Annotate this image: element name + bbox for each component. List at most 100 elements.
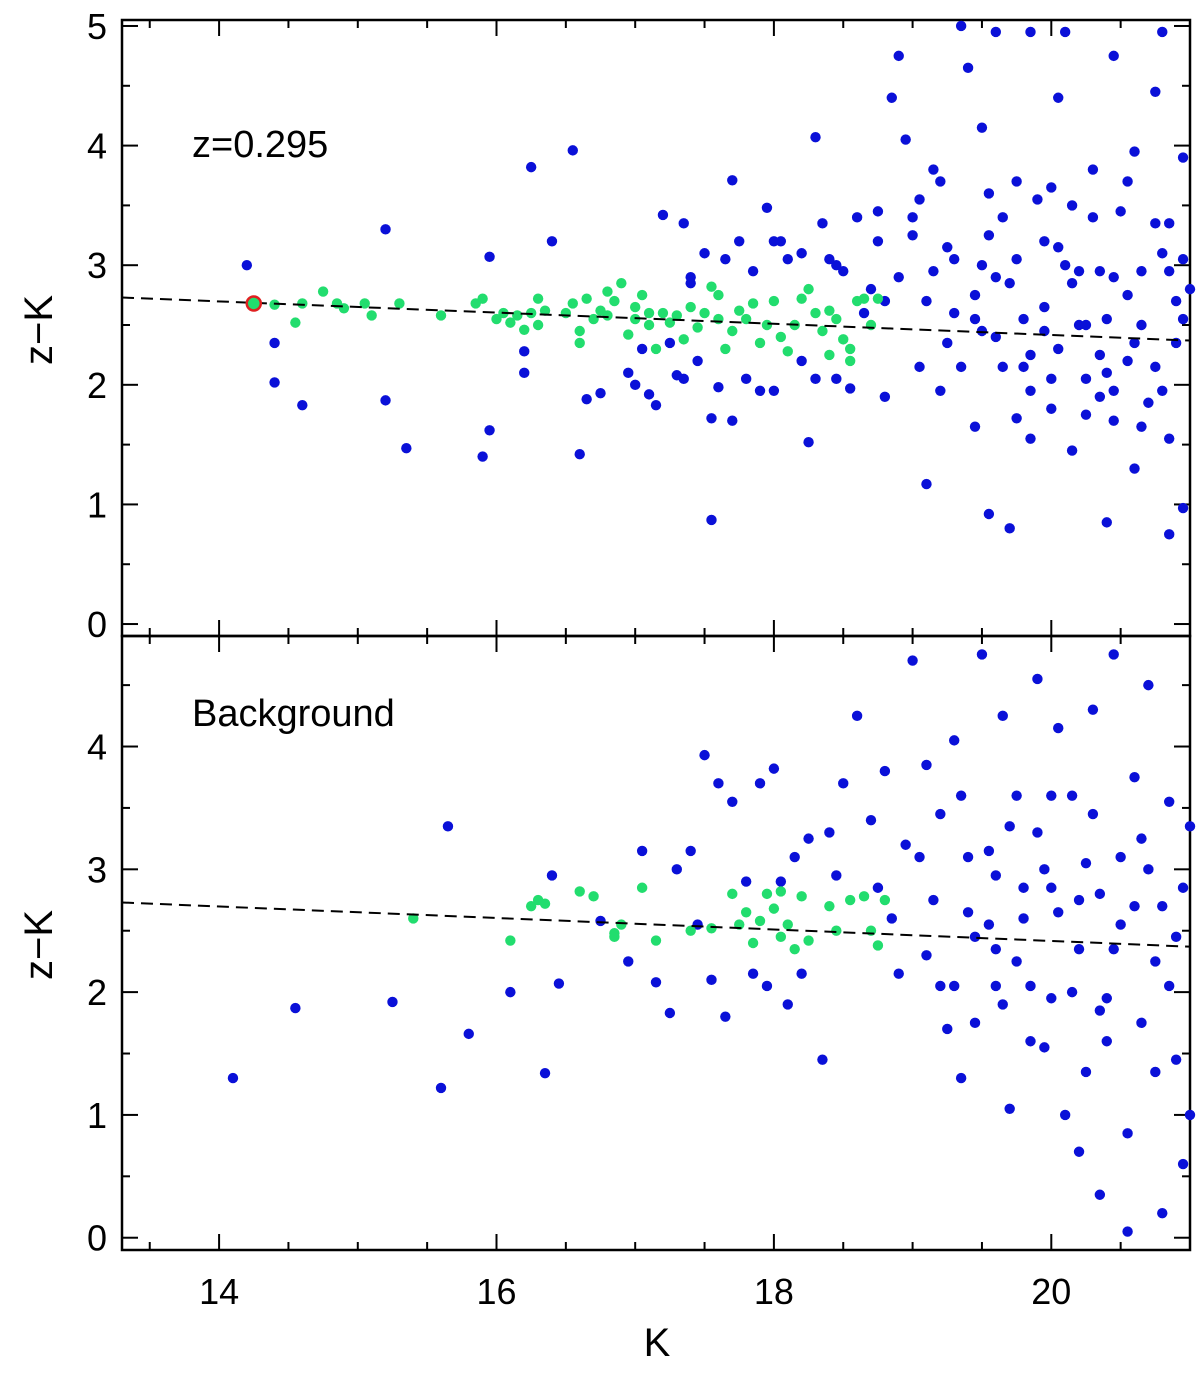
bottom-red-sequence-fit-line	[121, 901, 1191, 948]
bottom-data-point	[900, 839, 911, 850]
top-data-point	[858, 293, 870, 304]
bottom-data-point	[935, 980, 946, 992]
top-data-point	[921, 478, 932, 490]
top-data-point	[1094, 265, 1106, 277]
top-data-point	[740, 313, 752, 325]
bottom-data-point	[969, 1017, 981, 1029]
bottom-data-point	[671, 864, 683, 875]
top-data-point	[1066, 200, 1078, 211]
top-data-point	[858, 307, 870, 319]
bottom-data-point	[1059, 1109, 1071, 1121]
bottom-data-point	[650, 977, 662, 988]
top-data-point	[803, 283, 814, 295]
bottom-data-point	[1094, 888, 1106, 900]
bottom-y-tick-label: 4	[87, 727, 107, 768]
top-data-point	[824, 254, 835, 265]
bottom-data-point	[796, 968, 807, 979]
bottom-data-point	[969, 931, 981, 943]
bottom-data-point	[1087, 808, 1099, 820]
top-data-point	[997, 361, 1008, 373]
top-data-point	[1129, 463, 1140, 474]
bottom-data-point	[505, 935, 516, 946]
bottom-data-point	[775, 876, 787, 887]
bottom-data-point	[574, 886, 585, 897]
top-data-point	[1177, 502, 1189, 514]
top-data-point	[1177, 313, 1189, 325]
top-data-point	[831, 373, 842, 385]
top-data-point	[1025, 26, 1036, 38]
bottom-data-point	[997, 710, 1008, 722]
bottom-data-point	[789, 943, 800, 955]
top-data-point	[914, 194, 925, 205]
top-data-point	[532, 319, 544, 331]
bottom-data-point	[546, 870, 558, 881]
bottom-data-point	[539, 898, 551, 909]
bottom-data-point	[1066, 790, 1078, 801]
top-data-point	[636, 289, 648, 301]
top-data-point	[1025, 433, 1036, 444]
top-data-point	[734, 305, 745, 316]
top-data-point	[1157, 248, 1168, 259]
bottom-data-point	[408, 913, 419, 924]
top-data-point	[969, 289, 981, 301]
top-y-tick-label: 4	[87, 126, 107, 167]
top-data-point	[1150, 361, 1161, 373]
bottom-data-point	[990, 943, 1002, 955]
bottom-data-point	[539, 1067, 551, 1079]
top-data-point	[512, 310, 523, 321]
top-data-point	[574, 337, 585, 349]
top-data-point	[949, 307, 960, 319]
bottom-data-point	[1087, 704, 1099, 715]
bottom-data-point	[435, 1082, 447, 1094]
bottom-data-point	[747, 968, 759, 979]
top-data-point	[969, 421, 981, 432]
top-data-point	[588, 313, 599, 325]
top-data-point	[1108, 385, 1119, 396]
bottom-data-point	[831, 870, 842, 881]
top-data-point	[838, 334, 849, 345]
top-data-point	[581, 293, 592, 304]
bottom-data-point	[872, 882, 884, 893]
top-data-point	[1101, 367, 1112, 379]
top-data-point	[865, 283, 877, 295]
top-data-point	[1011, 413, 1022, 424]
top-data-point	[1108, 271, 1119, 283]
bottom-data-point	[942, 1023, 953, 1035]
top-data-point	[650, 399, 662, 411]
top-data-point	[1157, 385, 1168, 396]
top-data-point	[983, 188, 995, 199]
bottom-data-point	[616, 919, 627, 930]
top-data-point	[706, 281, 717, 292]
top-data-point	[1108, 50, 1119, 62]
top-data-point	[1129, 146, 1140, 157]
bottom-data-point	[907, 655, 918, 666]
top-data-point	[685, 277, 696, 289]
top-data-point	[955, 20, 967, 32]
bottom-data-point	[1184, 1109, 1196, 1121]
top-data-point	[990, 271, 1002, 283]
top-data-point	[297, 399, 308, 411]
bottom-data-point	[650, 935, 662, 946]
top-data-point	[657, 209, 669, 221]
bottom-data-point	[1157, 900, 1168, 912]
top-data-point	[761, 319, 773, 331]
top-data-point	[539, 305, 551, 316]
bottom-data-point	[623, 956, 634, 967]
top-data-point	[1039, 236, 1050, 247]
top-plot-frame	[120, 18, 1192, 638]
bottom-y-tick-label: 2	[87, 972, 107, 1013]
top-data-point	[1059, 260, 1071, 271]
top-data-point	[1087, 212, 1099, 223]
top-data-point	[775, 331, 787, 343]
bottom-data-point	[796, 891, 807, 902]
top-data-point	[796, 293, 807, 304]
top-data-point	[879, 391, 891, 402]
top-data-point	[1025, 349, 1036, 361]
bottom-data-point	[1115, 919, 1126, 930]
bottom-data-point	[879, 765, 891, 777]
top-data-point	[1094, 349, 1106, 361]
top-data-point	[519, 346, 530, 357]
top-data-point	[671, 310, 683, 321]
bottom-data-point	[387, 996, 398, 1008]
top-data-point	[616, 277, 627, 289]
